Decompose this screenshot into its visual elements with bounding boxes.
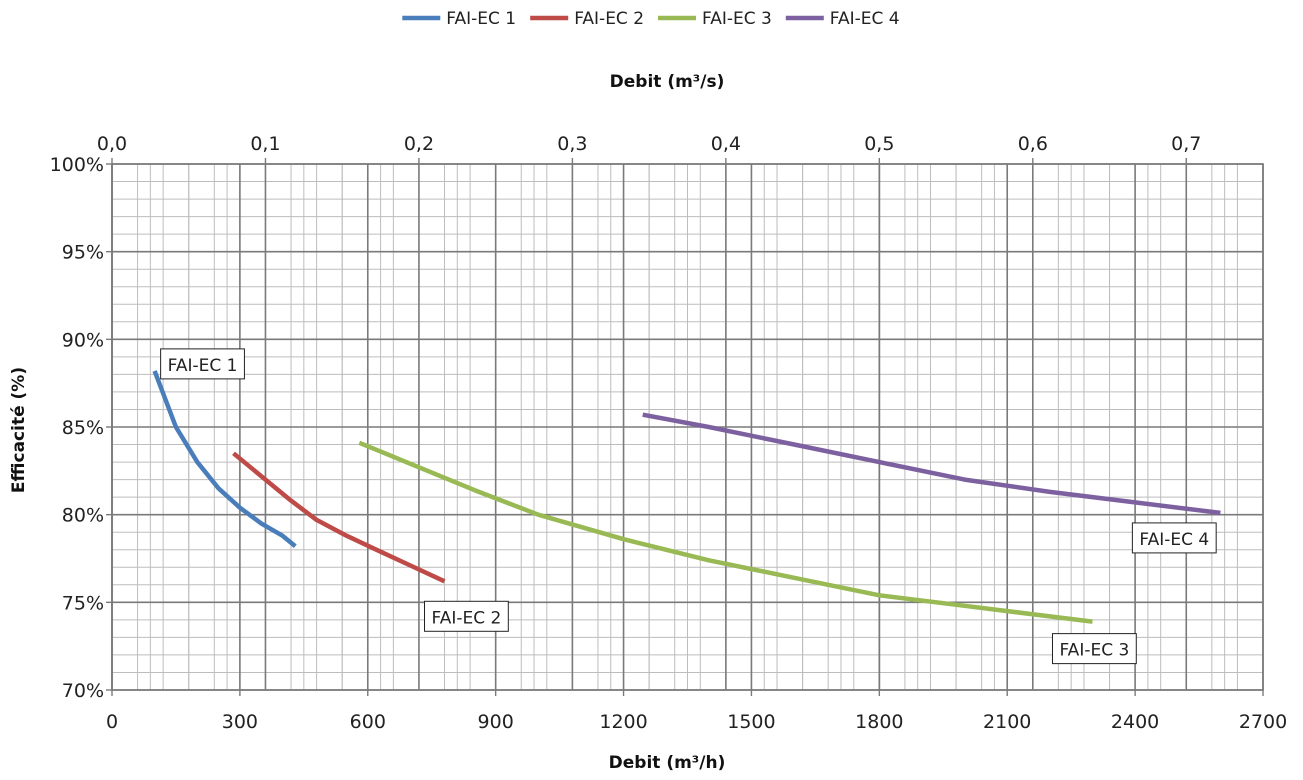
legend-label: FAI-EC 2 xyxy=(574,9,644,29)
x-tick-label: 0 xyxy=(106,711,118,733)
x-top-tick-label: 0,0 xyxy=(97,133,127,155)
x-axis-title-bottom: Debit (m³/h) xyxy=(609,753,726,773)
y-tick-label: 95% xyxy=(62,242,104,264)
legend-label: FAI-EC 1 xyxy=(446,9,516,29)
x-top-tick-label: 0,5 xyxy=(864,133,894,155)
annotation-label: FAI-EC 4 xyxy=(1139,530,1209,550)
x-tick-label: 2400 xyxy=(1111,711,1159,733)
y-tick-label: 70% xyxy=(62,680,104,702)
y-tick-label: 80% xyxy=(62,505,104,527)
x-tick-label: 900 xyxy=(478,711,514,733)
y-tick-label: 85% xyxy=(62,417,104,439)
y-tick-label: 90% xyxy=(62,329,104,351)
x-tick-label: 2100 xyxy=(983,711,1031,733)
x-tick-label: 600 xyxy=(350,711,386,733)
annotation-label: FAI-EC 2 xyxy=(432,608,502,628)
legend-item-3: FAI-EC 3 xyxy=(658,9,772,29)
annotations: FAI-EC 1 FAI-EC 2 FAI-EC 3 FAI-EC 4 xyxy=(160,348,1217,665)
series-line-4 xyxy=(642,412,1221,516)
series-layer xyxy=(152,370,1221,624)
x-tick-label: 300 xyxy=(222,711,258,733)
y-axis-title: Efficacité (%) xyxy=(9,367,29,493)
x-top-tick-label: 0,2 xyxy=(404,133,434,155)
legend-item-1: FAI-EC 1 xyxy=(402,9,516,29)
annotation-label: FAI-EC 1 xyxy=(168,356,238,376)
y-tick-label: 75% xyxy=(62,592,104,614)
legend-item-4: FAI-EC 4 xyxy=(785,9,900,29)
series-line-2 xyxy=(232,451,446,584)
x-top-tick-label: 0,1 xyxy=(250,133,280,155)
x-top-tick-label: 0,7 xyxy=(1171,133,1201,155)
annotation-box: FAI-EC 4 xyxy=(1131,522,1217,554)
annotation-frame xyxy=(160,348,245,380)
x-axis-title-top: Debit (m³/s) xyxy=(610,72,725,92)
legend: FAI-EC 1 FAI-EC 2 FAI-EC 3 FAI-EC 4 xyxy=(402,9,900,29)
series-line-3 xyxy=(358,440,1093,624)
annotation-frame xyxy=(1131,522,1217,554)
x-tick-label: 2700 xyxy=(1239,711,1287,733)
x-top-tick-label: 0,6 xyxy=(1018,133,1048,155)
legend-item-2: FAI-EC 2 xyxy=(530,9,644,29)
x-tick-label: 1200 xyxy=(599,711,647,733)
annotation-frame xyxy=(424,600,509,632)
x-tick-label: 1500 xyxy=(727,711,775,733)
x-top-tick-label: 0,4 xyxy=(711,133,741,155)
tick-labels: 0 300 600 900 1200 1500 1800 2100 2400 2700 0,0 0,1… xyxy=(50,133,1288,733)
legend-label: FAI-EC 3 xyxy=(702,9,772,29)
grid xyxy=(106,158,1264,696)
annotation-box: FAI-EC 1 xyxy=(160,348,245,380)
annotation-box: FAI-EC 2 xyxy=(424,600,509,632)
series-line-1 xyxy=(152,370,297,548)
legend-label: FAI-EC 4 xyxy=(830,9,900,29)
x-tick-label: 1800 xyxy=(855,711,903,733)
y-tick-label: 100% xyxy=(50,154,104,176)
annotation-label: FAI-EC 3 xyxy=(1059,641,1129,661)
annotation-box: FAI-EC 3 xyxy=(1051,633,1137,665)
x-top-tick-label: 0,3 xyxy=(557,133,587,155)
annotation-frame xyxy=(1051,633,1137,665)
